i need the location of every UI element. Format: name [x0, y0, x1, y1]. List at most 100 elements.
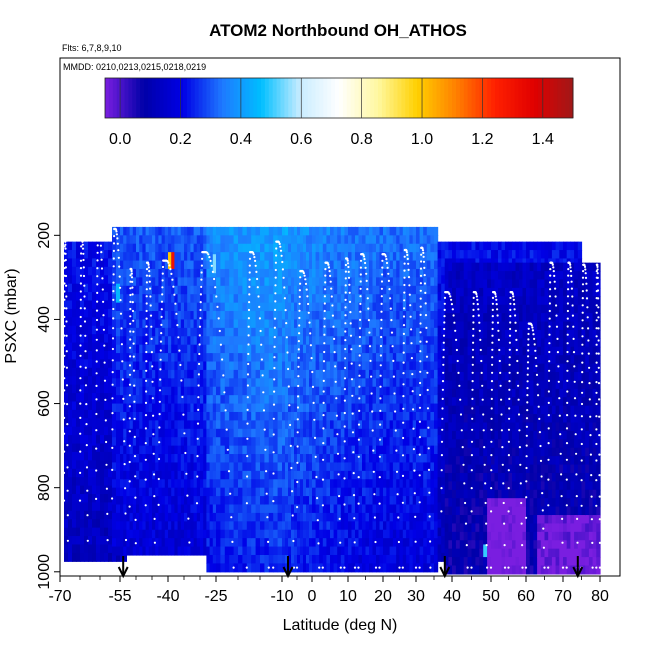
heatmap-cell — [369, 487, 374, 497]
heatmap-cell — [402, 395, 407, 405]
heatmap-cell — [306, 311, 310, 321]
heatmap-cell — [123, 344, 127, 354]
heatmap-cell — [389, 454, 394, 464]
heatmap-cell — [216, 386, 221, 396]
heatmap-cell — [212, 327, 217, 337]
heatmap-cell — [220, 268, 226, 278]
heatmap-cell — [379, 395, 384, 405]
heatmap-cell — [206, 496, 211, 506]
heatmap-cell — [108, 443, 113, 453]
heatmap-cell — [229, 319, 235, 329]
heatmap-cell — [120, 512, 124, 522]
heatmap-cell — [177, 504, 182, 514]
heatmap-cell — [285, 260, 289, 270]
heatmap-cell — [358, 546, 363, 556]
heatmap-cell — [123, 462, 127, 472]
heatmap-cell — [174, 235, 179, 245]
heatmap-cell — [136, 538, 140, 548]
heatmap-cell — [190, 437, 195, 447]
heatmap-cell — [193, 336, 198, 346]
heatmap-cell — [104, 510, 109, 520]
heatmap-cell — [434, 454, 439, 464]
heatmap-cell — [268, 260, 274, 270]
heatmap-cell — [126, 496, 131, 506]
heatmap-cell — [196, 336, 201, 346]
heatmap-cell — [282, 327, 286, 337]
heatmap-cell — [100, 266, 105, 276]
heatmap-cell — [76, 342, 81, 352]
heatmap-cell — [126, 445, 131, 455]
heatmap-cell — [242, 294, 248, 304]
heatmap-cell — [168, 395, 172, 405]
heatmap-cell — [437, 510, 442, 520]
heatmap-cell — [203, 336, 207, 346]
heatmap-cell — [319, 319, 324, 329]
heatmap-cell — [409, 420, 414, 430]
heatmap-cell — [112, 454, 117, 464]
heatmap-cell — [426, 445, 431, 455]
heatmap-cell — [319, 512, 324, 522]
heatmap-cell — [309, 521, 313, 531]
heatmap-cell — [303, 487, 307, 497]
heatmap-cell — [369, 504, 374, 514]
heatmap-cell — [372, 521, 377, 531]
heatmap-cell — [294, 420, 298, 430]
heatmap-cell — [136, 470, 140, 480]
heatmap-cell — [220, 428, 226, 438]
heatmap-cell — [288, 336, 292, 346]
heatmap-cell — [96, 350, 101, 360]
heatmap-cell — [379, 403, 384, 413]
heatmap-cell — [126, 369, 131, 379]
heatmap-cell — [426, 327, 431, 337]
heatmap-cell — [108, 485, 113, 495]
heatmap-cell — [434, 420, 439, 430]
heatmap-cell — [297, 437, 301, 447]
heatmap-cell — [100, 468, 105, 478]
heatmap-cell — [255, 353, 261, 363]
heatmap-cell — [315, 327, 320, 337]
heatmap-cell — [116, 252, 121, 262]
heatmap-cell — [238, 411, 243, 421]
heatmap-cell — [379, 235, 384, 245]
heatmap-cell — [441, 350, 446, 360]
heatmap-cell — [190, 538, 195, 548]
heatmap-cell — [96, 384, 101, 394]
heatmap-cell — [273, 344, 279, 354]
heatmap-cell — [148, 361, 153, 371]
heatmap-cell — [419, 504, 424, 514]
heatmap-cell — [224, 369, 230, 379]
heatmap-cell — [348, 462, 353, 472]
heatmap-cell — [64, 409, 69, 419]
heatmap-cell — [158, 546, 163, 556]
heatmap-cell — [402, 479, 407, 489]
heatmap-cell — [412, 235, 417, 245]
heatmap-cell — [406, 336, 410, 346]
heatmap-cell — [300, 512, 304, 522]
heatmap-cell — [96, 485, 101, 495]
heatmap-cell — [171, 268, 175, 278]
heatmap-cell — [376, 462, 381, 472]
heatmap-cell — [68, 544, 73, 554]
heatmap-cell — [312, 361, 317, 371]
heatmap-cell — [376, 428, 381, 438]
heatmap-cell — [196, 487, 201, 497]
heatmap-cell — [389, 378, 394, 388]
heatmap-cell — [123, 268, 127, 278]
heatmap-cell — [120, 285, 124, 295]
heatmap-cell — [333, 268, 338, 278]
heatmap-cell — [264, 268, 270, 278]
heatmap-cell — [285, 521, 289, 531]
heatmap-cell — [386, 420, 391, 430]
heatmap-cell — [412, 268, 417, 278]
heatmap-cell — [358, 285, 363, 295]
heatmap-cell — [402, 302, 407, 312]
heatmap-cell — [255, 395, 261, 405]
heatmap-cell — [255, 563, 261, 573]
heatmap-cell — [376, 411, 381, 421]
heatmap-cell — [273, 504, 279, 514]
heatmap-cell — [126, 504, 131, 514]
heatmap-cell — [203, 327, 207, 337]
heatmap-cell — [399, 403, 404, 413]
heatmap-cell — [152, 285, 156, 295]
heatmap-cell — [68, 418, 73, 428]
